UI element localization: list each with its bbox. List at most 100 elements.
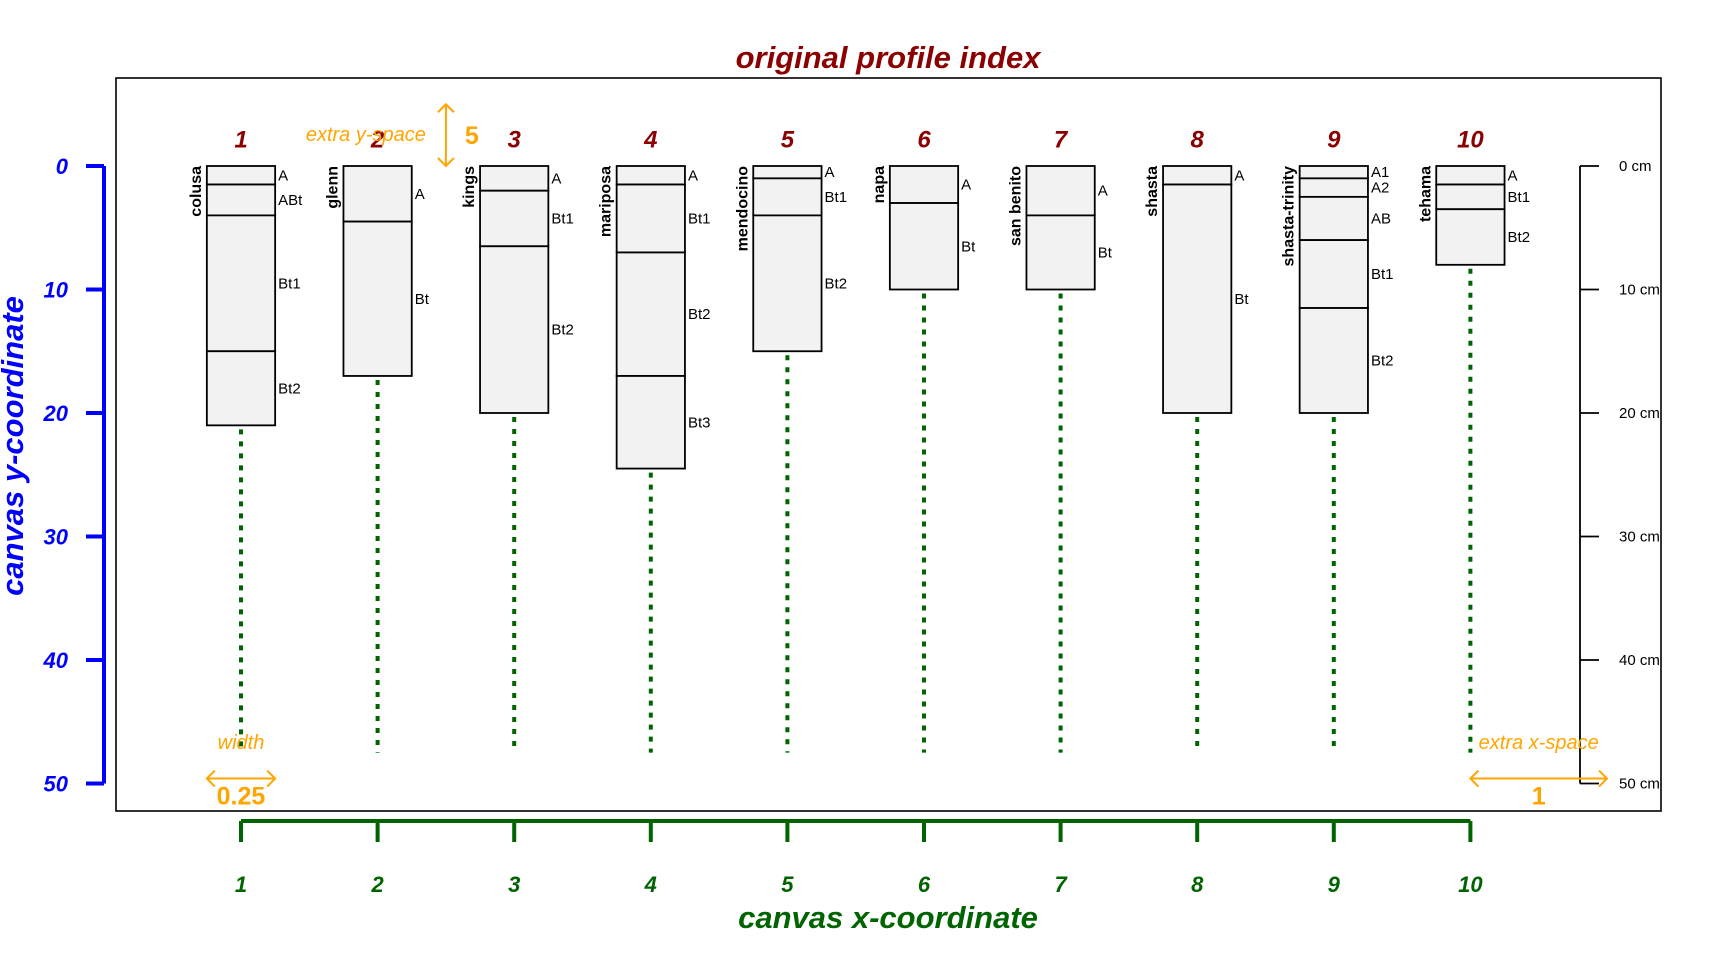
width-label: width: [218, 732, 265, 754]
depth-scale-label: 40 cm: [1619, 652, 1660, 669]
horizon-rect: [479, 189, 550, 248]
arrow-head: [437, 102, 455, 113]
horizon-rect: [1435, 165, 1506, 186]
profile: 2 A Bt glenn: [324, 126, 430, 377]
depth-scale-label: 0 cm: [1619, 158, 1652, 175]
x-tick-label: 10: [1458, 872, 1483, 897]
x-tick-label: 7: [1054, 872, 1068, 897]
horizon-rect: [205, 350, 277, 427]
horizon-rect: [1298, 307, 1369, 414]
horizon-rect: [888, 165, 960, 204]
horizon-label: Bt2: [688, 306, 711, 323]
x-axis: 1 2 3 4 5 6 7 8 9 10: [235, 819, 1483, 897]
profile-dotted-lines: [239, 268, 1473, 753]
profile: 7 A Bt san benito: [1007, 126, 1113, 291]
chart-title: original profile index: [736, 40, 1043, 75]
horizon-label: A: [551, 170, 561, 187]
horizon-rect: [479, 165, 550, 192]
horizon-rect: [205, 214, 277, 353]
horizon-rect: [752, 177, 823, 217]
profile-index-label: 4: [643, 126, 657, 153]
horizon-label: A: [825, 164, 835, 181]
horizon-label: Bt2: [825, 275, 848, 292]
y-tick-label: 50: [44, 772, 69, 797]
horizon-label: Bt1: [551, 210, 574, 227]
horizon-rect: [615, 183, 686, 254]
horizon-label: Bt1: [278, 275, 301, 292]
profile: 10 A Bt1 Bt2 tehama: [1417, 126, 1531, 266]
profile: 3 A Bt1 Bt2 kings: [461, 126, 574, 414]
depth-scale: 0 cm 10 cm 20 cm 30 cm 40 cm 50 cm: [1579, 158, 1660, 793]
profile: 5 A Bt1 Bt2 mendocino: [734, 126, 848, 353]
profile-name-label: mendocino: [734, 166, 751, 252]
profile-index-label: 7: [1054, 126, 1069, 153]
horizon-rect: [615, 251, 686, 377]
horizon-label: A: [415, 186, 425, 203]
horizon-rect: [1298, 177, 1369, 198]
horizon-rect: [479, 245, 550, 414]
horizon-label: A: [1508, 167, 1518, 184]
horizon-rect: [1298, 165, 1369, 180]
horizon-label: Bt3: [688, 414, 711, 431]
horizon-rect: [752, 214, 823, 353]
profile: 8 A Bt shasta: [1144, 126, 1249, 414]
horizon-label: A1: [1371, 164, 1389, 181]
profile-index-label: 6: [917, 126, 931, 153]
horizon-rect: [205, 183, 277, 217]
x-tick-label: 5: [781, 872, 794, 897]
horizon-label: Bt2: [278, 380, 301, 397]
horizon-rect: [1435, 208, 1506, 266]
horizon-label: Bt1: [1371, 266, 1394, 283]
extra-y-space-value: 5: [465, 122, 479, 150]
extra-x-space-value: 1: [1532, 782, 1546, 810]
y-tick-label: 30: [44, 525, 69, 550]
arrow-head: [1598, 769, 1609, 788]
horizon-rect: [615, 165, 686, 186]
arrow-head: [437, 157, 455, 168]
profile-index-label: 1: [234, 126, 247, 153]
profile-index-label: 10: [1457, 126, 1484, 153]
horizon-label: Bt: [961, 238, 976, 255]
profile-index-label: 5: [781, 126, 795, 153]
arrow-head: [1468, 769, 1480, 788]
depth-scale-label: 10 cm: [1619, 282, 1660, 299]
profile-name-label: mariposa: [598, 166, 615, 237]
y-axis: 0 10 20 30 40 50: [43, 154, 106, 797]
horizon-rect: [615, 375, 686, 470]
profile-index-label: 9: [1327, 126, 1341, 153]
x-tick-label: 2: [370, 872, 384, 897]
x-tick-label: 6: [918, 872, 931, 897]
plot-frame: [115, 77, 1662, 812]
horizon-label: A2: [1371, 180, 1389, 197]
horizon-label: A: [961, 177, 971, 194]
profile-name-label: glenn: [324, 166, 341, 209]
horizon-label: A: [1234, 167, 1244, 184]
y-axis-label: canvas y-coordinate: [0, 296, 30, 596]
depth-scale-label: 50 cm: [1619, 776, 1660, 793]
x-tick-label: 4: [644, 872, 657, 897]
profile: 4 A Bt1 Bt2 Bt3 mariposa: [598, 126, 711, 470]
horizon-rect: [1298, 195, 1369, 241]
profile-name-label: san benito: [1007, 166, 1024, 246]
horizon-rect: [1162, 165, 1233, 186]
profile-name-label: colusa: [188, 166, 205, 217]
horizon-label: Bt: [1098, 244, 1113, 261]
x-tick-label: 1: [235, 872, 247, 897]
horizon-label: A: [1098, 183, 1108, 200]
horizon-rect: [1435, 183, 1506, 211]
horizon-rect: [1298, 239, 1369, 309]
annotations: extra y-space 5 width 0.25 extra x-space 1: [205, 102, 1609, 810]
profile-name-label: shasta-trinity: [1281, 166, 1298, 267]
y-tick-label: 0: [56, 154, 69, 179]
depth-scale-label: 20 cm: [1619, 405, 1660, 422]
horizon-label: Bt2: [1508, 229, 1531, 246]
arrow-head: [205, 769, 216, 788]
horizon-label: A: [688, 167, 698, 184]
profiles: 1AABtBt1Bt2colusa2ABtglenn3ABt1Bt2kings4…: [188, 126, 1531, 470]
horizon-label: Bt: [1234, 291, 1249, 308]
arrow-head: [266, 769, 277, 788]
y-tick-label: 40: [43, 648, 69, 673]
extra-x-space-label: extra x-space: [1479, 732, 1599, 754]
horizon-rect: [342, 220, 413, 377]
